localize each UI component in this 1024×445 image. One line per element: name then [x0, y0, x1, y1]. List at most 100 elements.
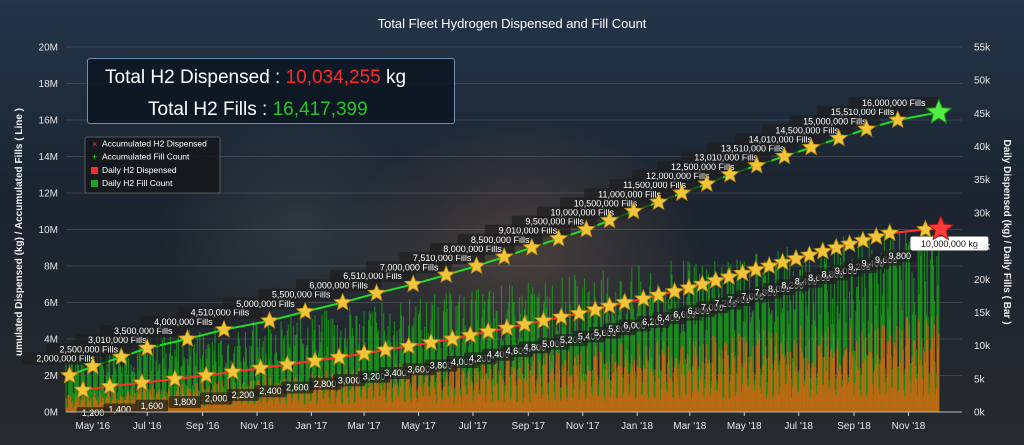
milestone-fills-label: 6,000,000 Fills	[295, 279, 382, 292]
milestone-label-text: 2,200	[232, 390, 255, 400]
milestone-fills-label: 16,000,000 Fills	[848, 97, 940, 109]
milestone-label-bg	[22, 352, 109, 365]
fill-milestone-star	[467, 255, 487, 275]
y-axis-right-title: Daily Dispensed (kg) / Daily Fills ( Bar…	[1001, 139, 1012, 324]
fill-milestone-star	[522, 237, 542, 256]
legend-x-icon: ×	[92, 139, 97, 149]
y-right-tick-label: 10k	[974, 341, 991, 352]
milestone-label-bg	[258, 288, 344, 301]
legend-item-daily-fills[interactable]: Daily H2 Fill Count	[102, 178, 173, 188]
milestone-fills-label: 10,500,000 Fills	[560, 197, 651, 210]
dispensed-milestone-star	[649, 285, 669, 304]
y-left-tick-label: 16M	[39, 116, 58, 127]
milestone-dispensed-label: 1,800	[168, 396, 202, 409]
milestone-label-bg	[883, 250, 916, 263]
fill-milestone-star	[295, 301, 315, 320]
fill-milestone-star	[403, 274, 423, 293]
y-left-tick-label: 18M	[39, 79, 58, 90]
dispensed-milestone-star	[533, 310, 553, 329]
milestone-label-text: 1,400	[108, 404, 131, 414]
y-right-tick-label: 0k	[974, 408, 986, 419]
milestone-label-text: 3,800	[430, 361, 453, 371]
legend-item-daily-dispensed[interactable]: Daily H2 Dispensed	[102, 165, 177, 175]
dispensed-milestone-star	[759, 255, 779, 275]
milestone-label-text: 9,800	[888, 251, 911, 261]
dispensed-milestone-star	[840, 234, 860, 253]
fill-milestone-star	[436, 264, 456, 284]
milestone-label-text: 4,600	[506, 346, 529, 356]
milestone-label-bg	[100, 325, 186, 338]
legend: × Accumulated H2 Dispensed + Accumulated…	[84, 136, 221, 194]
legend-item-accumulated-dispensed[interactable]: Accumulated H2 Dispensed	[102, 139, 207, 149]
milestone-label-bg	[457, 233, 543, 246]
milestone-label-text: 8,500,000 Fills	[471, 235, 530, 245]
milestone-label-text: 2,600	[286, 383, 309, 393]
dispensed-milestone-star	[679, 277, 699, 297]
dispensed-milestone-star	[460, 325, 480, 344]
fill-current-star	[925, 98, 953, 124]
x-tick-label: Sep '16	[186, 421, 220, 432]
dispensed-milestone-star	[73, 380, 93, 399]
milestone-fills-label: 4,000,000 Fills	[140, 316, 227, 328]
milestone-label-text: 11,500,000 Fills	[623, 180, 686, 190]
milestone-label-text: 4,000,000 Fills	[154, 317, 213, 327]
chart-title: Total Fleet Hydrogen Dispensed and Fill …	[378, 16, 647, 31]
dispensed-milestone-star	[706, 270, 726, 289]
dispensed-milestone-star	[329, 347, 349, 366]
milestone-label-text: 2,400	[259, 386, 282, 396]
fill-milestone-star	[829, 128, 849, 147]
milestone-label-text: 11,000,000 Fills	[598, 189, 661, 199]
y-right-tick-label: 5k	[974, 374, 986, 385]
legend-item-accumulated-fills[interactable]: Accumulated Fill Count	[102, 152, 190, 162]
dispensed-milestone-star	[478, 321, 498, 340]
fill-milestone-star	[259, 310, 279, 329]
milestone-label-text: 3,600	[407, 364, 430, 374]
milestone-label-text: 2,500,000 Fills	[59, 344, 118, 354]
y-axis-left-title: umulated Dispensed (kg) / Accumulated Fi…	[14, 108, 25, 356]
dispensed-milestone-star	[421, 332, 441, 351]
milestone-label-text: 3,010,000 Fills	[88, 335, 147, 345]
milestone-label-bg	[632, 170, 724, 182]
milestone-label-text: 2,800	[314, 379, 337, 389]
dispensed-milestone-star	[826, 237, 846, 256]
dispensed-milestone-star	[100, 376, 120, 395]
milestone-label-bg	[910, 236, 989, 251]
milestone-label-text: 9,010,000 Fills	[499, 226, 558, 236]
dispensed-milestone-star	[665, 281, 685, 300]
y-right-tick-label: 35k	[974, 175, 991, 186]
milestone-fills-label: 11,500,000 Fills	[609, 179, 700, 192]
milestone-label-text: 13,010,000 Fills	[694, 153, 758, 163]
fill-milestone-star	[697, 173, 717, 193]
milestone-label-bg	[281, 381, 314, 394]
total-fills-row: Total H2 Fills : 16,417,399	[148, 99, 368, 121]
milestone-label-bg	[295, 279, 382, 292]
total-dispensed-row: Total H2 Dispensed : 10,034,255 kg	[105, 67, 406, 89]
milestone-dispensed-label: 1,400	[103, 403, 136, 416]
fill-milestone-star	[599, 210, 619, 229]
fill-milestone-star	[857, 118, 877, 138]
x-tick-label: Jul '18	[784, 421, 813, 432]
x-tick-label: Nov '16	[240, 421, 274, 432]
milestone-current-dispensed-label: 10,000,000 kg	[910, 236, 989, 251]
dispensed-milestone-star	[599, 296, 619, 315]
fill-milestone-star	[494, 246, 514, 266]
milestone-label-bg	[511, 215, 598, 228]
milestone-label-text: 15,510,000 Fills	[831, 107, 895, 117]
y-left-tick-label: 4M	[44, 335, 58, 346]
milestone-label-text: 10,000,000 kg	[921, 239, 978, 249]
milestone-label-bg	[46, 343, 132, 356]
y-right-tick-label: 45k	[974, 109, 991, 120]
y-left-tick-label: 0M	[44, 408, 58, 419]
milestone-label-text: 1,600	[141, 401, 164, 411]
dispensed-milestone-star	[853, 230, 873, 249]
fill-milestone-star	[649, 192, 669, 211]
fill-milestone-star	[576, 219, 596, 238]
milestone-label-text: 3,500,000 Fills	[114, 326, 173, 336]
fill-milestone-star	[137, 338, 157, 357]
milestone-fills-label: 7,000,000 Fills	[366, 261, 452, 274]
x-tick-label: Jul '17	[459, 421, 488, 432]
dispensed-milestone-star	[132, 372, 152, 391]
dispensed-milestone-star	[585, 299, 605, 318]
x-tick-label: Nov '18	[892, 421, 926, 432]
fill-milestone-star	[214, 319, 234, 338]
